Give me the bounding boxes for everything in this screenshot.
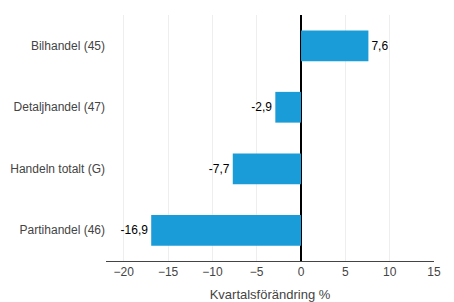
svg-text:-7,7: -7,7 <box>209 162 230 176</box>
svg-text:10: 10 <box>383 265 397 279</box>
svg-text:−20: −20 <box>114 265 135 279</box>
svg-text:-2,9: -2,9 <box>251 100 272 114</box>
svg-text:Partihandel (46): Partihandel (46) <box>20 223 105 237</box>
svg-text:-16,9: -16,9 <box>121 223 149 237</box>
svg-text:7,6: 7,6 <box>371 39 388 53</box>
svg-text:Handeln totalt (G): Handeln totalt (G) <box>10 162 105 176</box>
svg-text:0: 0 <box>298 265 305 279</box>
svg-text:5: 5 <box>342 265 349 279</box>
svg-text:Detaljhandel (47): Detaljhandel (47) <box>14 100 105 114</box>
svg-text:−15: −15 <box>158 265 179 279</box>
svg-text:15: 15 <box>427 265 441 279</box>
svg-text:Kvartalsförändring %: Kvartalsförändring % <box>210 287 331 302</box>
svg-text:−10: −10 <box>202 265 223 279</box>
svg-text:Bilhandel (45): Bilhandel (45) <box>31 39 105 53</box>
svg-text:−5: −5 <box>250 265 264 279</box>
